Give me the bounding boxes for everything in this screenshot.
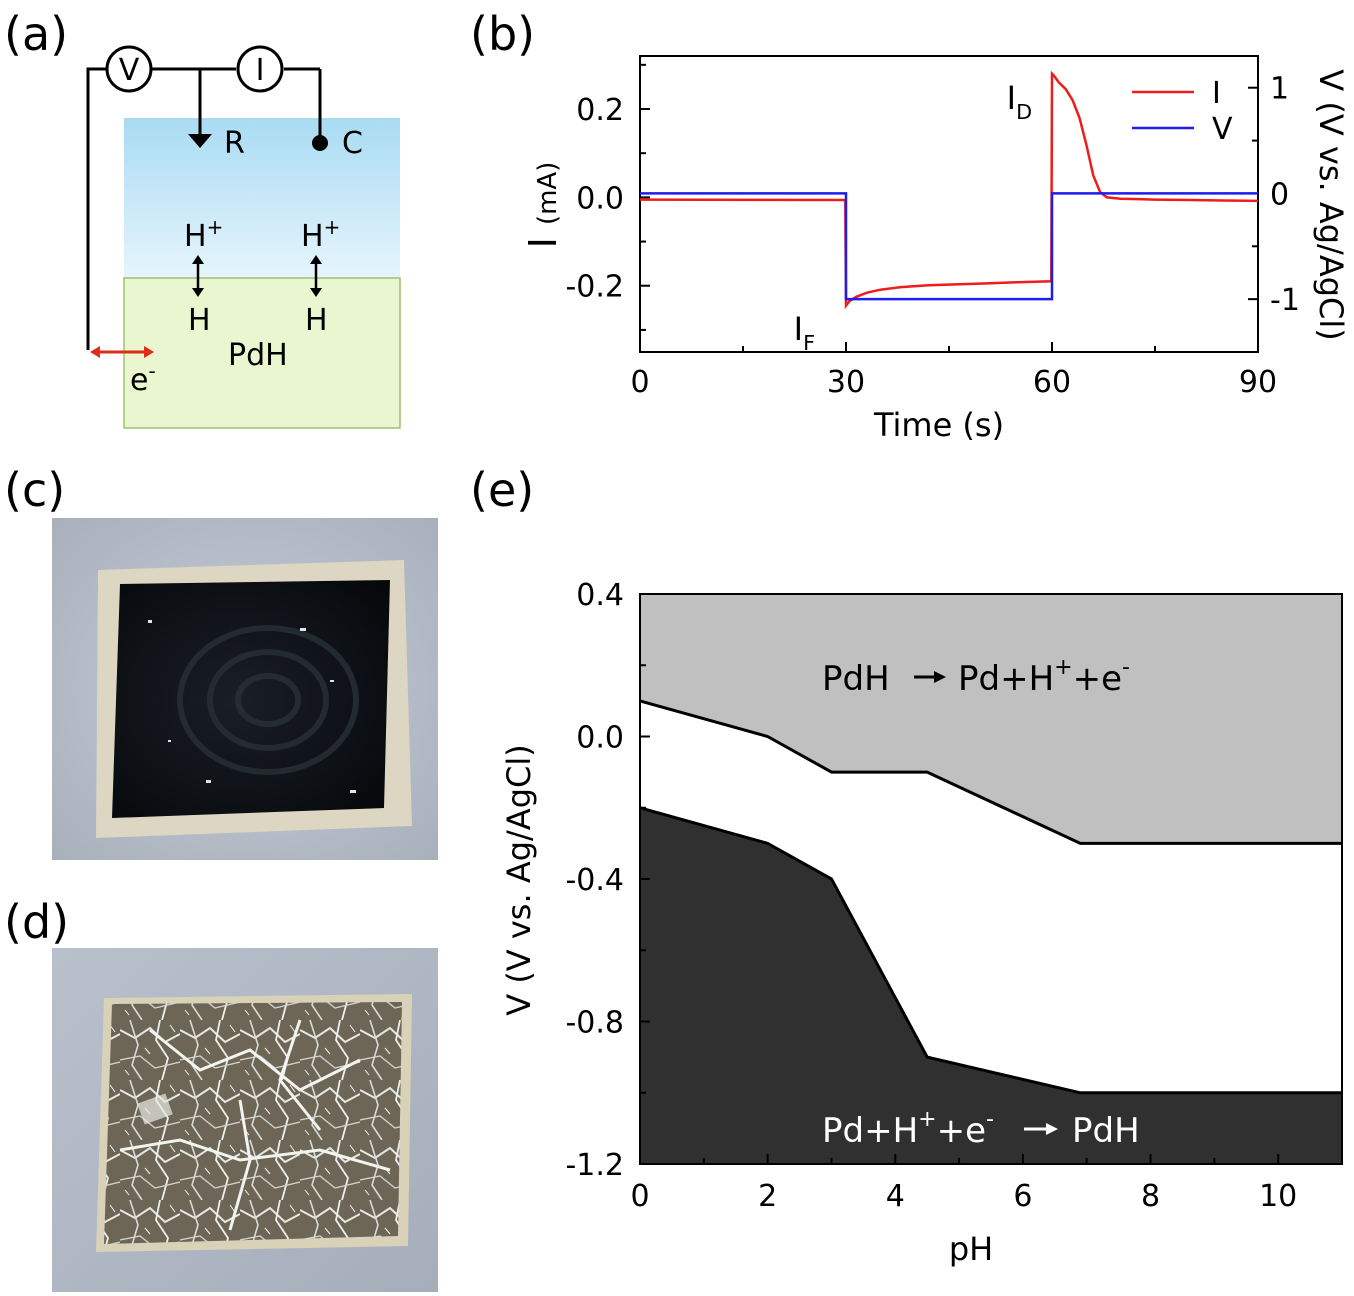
annotation-ID: ID: [1007, 79, 1032, 124]
top-equation-rhs: Pd+H++e-: [958, 655, 1130, 699]
chart-e-ticks: 0 2 4 6 8 10 0.4 0.0 -0.4 -0.8 -1.2: [565, 578, 1343, 1214]
legend-label-I: I: [1212, 76, 1221, 111]
y-tick-label: -0.8: [565, 1006, 624, 1041]
counter-electrode-tip: [312, 135, 328, 151]
x-axis-title: Time (s): [873, 406, 1004, 444]
region-dehydriding: [640, 594, 1342, 844]
bottom-region-equation: Pd+H++e- PdH: [822, 1107, 1140, 1151]
hydrogen-atom-left: H: [188, 303, 211, 338]
y-tick-label: -0.4: [565, 863, 624, 898]
y2-tick-label: 1: [1270, 72, 1289, 107]
reference-electrode-label: R: [224, 126, 245, 161]
y2-tick-label: 0: [1270, 177, 1289, 212]
panel-label-c: (c): [4, 463, 65, 517]
bottom-equation-lhs: Pd+H++e-: [822, 1107, 994, 1151]
annotation-IF: IF: [794, 310, 815, 355]
x-axis-title: pH: [949, 1230, 993, 1268]
voltmeter-symbol: [105, 45, 153, 93]
reference-electrode-tip: [188, 134, 212, 148]
upper-boundary-line: [639, 699, 1342, 845]
y-tick-label: -1.2: [565, 1148, 624, 1183]
chart-e-labels: pHV (V vs. Ag/AgCl)PdH Pd+H++e-Pd+H++e- Pd…: [500, 655, 1140, 1268]
chart-b-labels: Time (s) I (mA) V (V vs. Ag/AgCl) ID IF: [521, 69, 1350, 444]
legend-label-V: V: [1212, 112, 1233, 147]
arrow-down-right: [310, 288, 322, 297]
ammeter-label: I: [256, 53, 265, 88]
photo-d-reflection: [137, 1093, 173, 1125]
chart-b: 0 30 60 90 0.2 0.0 -0.2 1 0 -1 Time (s) I (mA) V (V…: [521, 55, 1350, 444]
bottom-equation-rhs: PdH: [1072, 1111, 1140, 1151]
ammeter-symbol: [236, 45, 284, 93]
lower-boundary-line: [639, 806, 1342, 1095]
arrow-up-right: [310, 255, 322, 264]
y-tick-label: 0.0: [576, 721, 624, 756]
hydrogen-atom-right: H: [305, 303, 328, 338]
proton-right: H+: [301, 215, 340, 254]
proton-left: H+: [184, 215, 223, 254]
x-tick-label: 8: [1141, 1179, 1160, 1214]
arrow-up-left: [192, 255, 204, 264]
x-tick-label: 0: [630, 365, 649, 400]
top-region-equation: PdH Pd+H++e-: [822, 655, 1130, 699]
y-tick-label: -0.2: [565, 270, 624, 305]
y2-axis-title: V (V vs. Ag/AgCl): [1312, 69, 1350, 340]
photo-d-major-cracks: [119, 1019, 391, 1231]
film-label: PdH: [228, 338, 288, 373]
region-hydriding: [640, 807, 1342, 1164]
bottom-equation-arrow-head: [1046, 1123, 1058, 1135]
circuit-wires: [86, 67, 322, 350]
y-axis-title: V (V vs. Ag/AgCl): [500, 744, 538, 1015]
electron-label: e-: [130, 359, 156, 398]
photo-c-film: [112, 580, 390, 818]
x-tick-label: 0: [630, 1179, 649, 1214]
x-tick-label: 90: [1239, 365, 1277, 400]
y-tick-label: 0.0: [576, 181, 624, 216]
y-tick-label: 0.4: [576, 578, 624, 613]
chart-b-plot-frame: [639, 55, 1259, 353]
cell-schematic: V I R C H+ H+ H H PdH e-: [86, 45, 401, 429]
arrow-down-left: [192, 288, 204, 297]
x-tick-label: 4: [886, 1179, 905, 1214]
chart-e-regions: [639, 594, 1342, 1164]
panel-label-d: (d): [4, 895, 69, 949]
top-equation-arrow-head: [934, 671, 946, 683]
photo-d-cracked-film: [104, 1002, 402, 1244]
y2-tick-label: -1: [1270, 283, 1300, 318]
electron-arrow-left-head: [90, 346, 100, 358]
photo-d: [52, 948, 438, 1292]
chart-b-series: [639, 70, 1259, 310]
counter-electrode-label: C: [342, 126, 363, 161]
exchange-arrows: [196, 262, 318, 290]
y-axis-title: I (mA): [521, 162, 565, 249]
voltmeter-label: V: [119, 53, 140, 88]
chart-e: 0 2 4 6 8 10 0.4 0.0 -0.4 -0.8 -1.2 pH V (V vs. Ag/…: [500, 578, 1343, 1268]
photo-c: [52, 518, 438, 860]
electron-arrow-right-head: [144, 346, 154, 358]
pdh-film: [123, 277, 401, 429]
electrolyte-region: [124, 118, 400, 278]
series-line-V: [640, 192, 1258, 301]
x-tick-label: 30: [827, 365, 865, 400]
panel-label-a: (a): [4, 7, 68, 61]
photo-c-rings: [177, 625, 359, 775]
panel-label-b: (b): [470, 7, 535, 61]
x-tick-label: 2: [758, 1179, 777, 1214]
panel-label-e: (e): [470, 463, 534, 517]
chart-b-legend: IV: [1132, 76, 1233, 147]
x-tick-label: 60: [1033, 365, 1071, 400]
x-tick-label: 6: [1013, 1179, 1032, 1214]
chart-b-ticks: 0 30 60 90 0.2 0.0 -0.2 1 0 -1: [565, 63, 1300, 400]
x-tick-label: 10: [1259, 1179, 1297, 1214]
y-tick-label: 0.2: [576, 93, 624, 128]
photo-c-specks: [148, 620, 356, 793]
series-line-I: [639, 70, 1259, 310]
top-equation-lhs: PdH: [822, 659, 890, 699]
